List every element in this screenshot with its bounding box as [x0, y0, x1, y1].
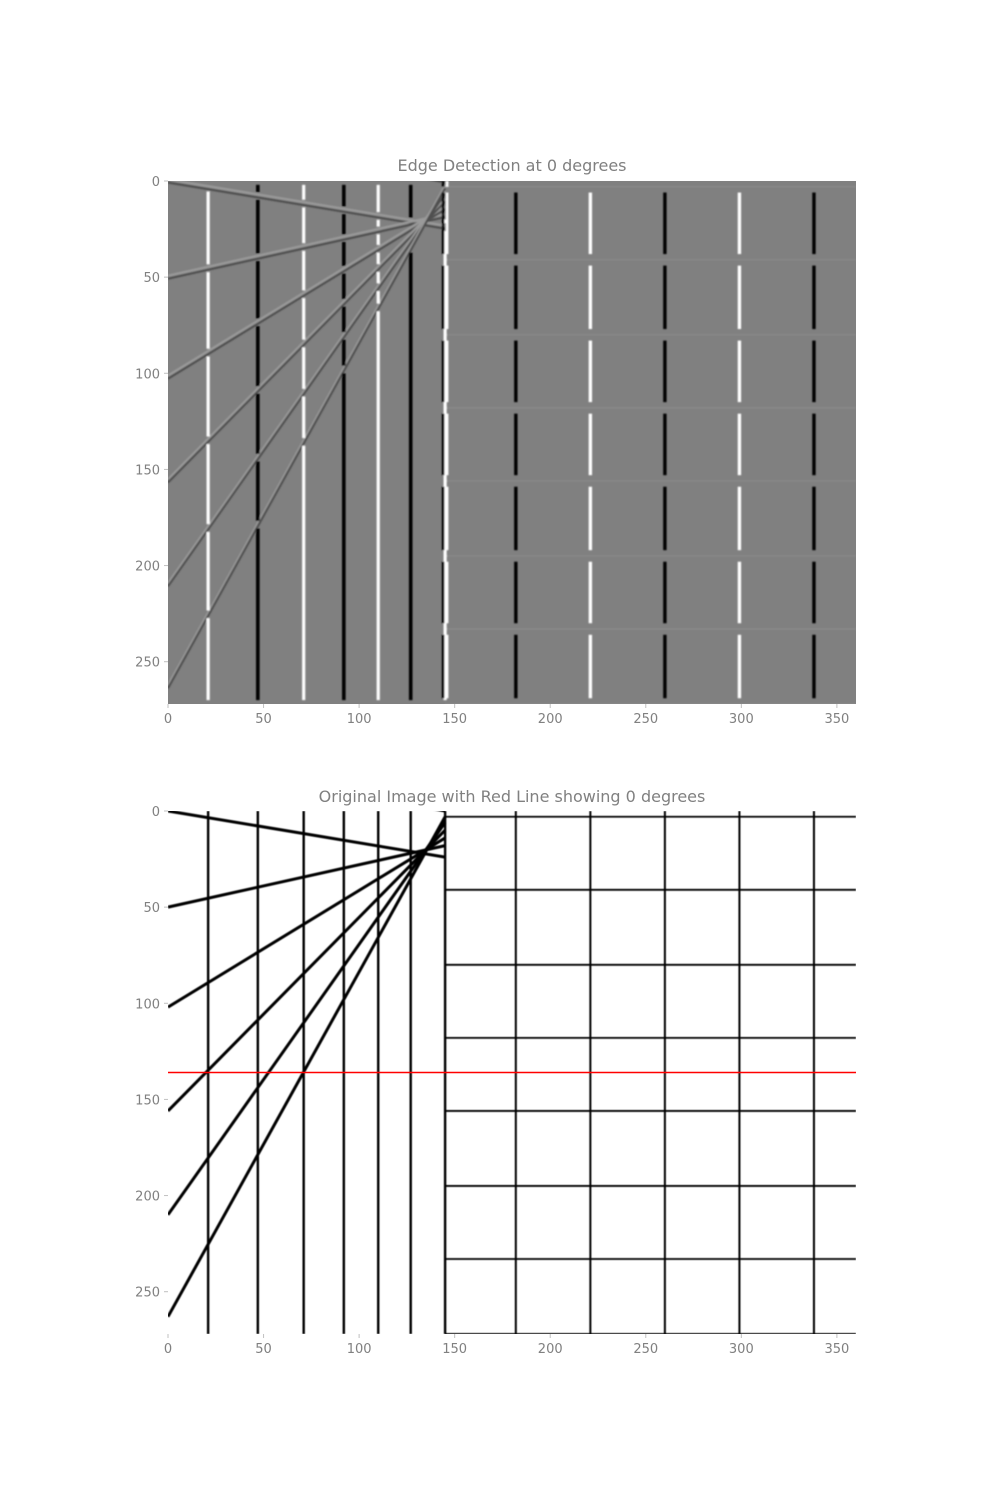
y-tick-label: 0: [152, 805, 160, 820]
x-tick-label: 0: [164, 712, 172, 727]
edge-slant-light: [168, 197, 446, 481]
x-tick-label: 250: [633, 712, 658, 727]
edge-slant-dark: [168, 216, 446, 280]
edge-detection-title: Edge Detection at 0 degrees: [398, 156, 627, 175]
x-tick-label: 200: [538, 712, 563, 727]
y-tick-label: 100: [135, 367, 160, 382]
grid-line-slanted: [168, 811, 446, 859]
x-tick-label: 100: [347, 1342, 372, 1357]
y-tick-label: 0: [152, 175, 160, 190]
x-tick-label: 350: [824, 712, 849, 727]
y-tick-label: 50: [143, 271, 160, 286]
y-tick-label: 200: [135, 560, 160, 575]
edge-image: [168, 181, 856, 704]
x-tick-label: 250: [633, 1342, 658, 1357]
grid-line-slanted: [168, 821, 447, 1216]
original-image-panel: Original Image with Red Line showing 0 d…: [135, 787, 856, 1357]
y-tick-label: 250: [135, 656, 160, 671]
edge-slant-light: [170, 181, 446, 227]
edge-slant-dark: [168, 181, 446, 230]
y-tick-label: 150: [135, 1093, 160, 1108]
x-tick-label: 100: [347, 712, 372, 727]
edge-slant-dark: [168, 187, 447, 689]
grid-line-slanted: [168, 816, 447, 1318]
x-tick-label: 200: [538, 1342, 563, 1357]
y-tick-label: 50: [143, 901, 160, 916]
grid-line-slanted: [168, 836, 446, 1009]
original-y-axis: 0 50 100 150 200 250: [135, 805, 168, 1301]
original-image: [168, 811, 856, 1334]
x-tick-label: 350: [824, 1342, 849, 1357]
original-x-axis: 0 50 100 150 200 250 300 350: [164, 1334, 849, 1357]
original-image-title: Original Image with Red Line showing 0 d…: [319, 787, 706, 806]
edge-slant-dark: [168, 200, 446, 484]
y-tick-label: 150: [135, 463, 160, 478]
y-tick-label: 200: [135, 1190, 160, 1205]
x-tick-label: 150: [442, 1342, 467, 1357]
edge-slant-light: [168, 184, 447, 686]
x-tick-label: 50: [255, 712, 272, 727]
edge-x-axis: 0 50 100 150 200 250 300 350: [164, 704, 849, 727]
x-tick-label: 150: [442, 712, 467, 727]
edge-slant-light: [168, 213, 446, 277]
x-tick-label: 300: [729, 1342, 754, 1357]
edge-slant-dark: [168, 208, 446, 380]
x-tick-label: 0: [164, 1342, 172, 1357]
grid-line-slanted: [168, 829, 447, 1113]
x-tick-label: 50: [255, 1342, 272, 1357]
y-tick-label: 250: [135, 1286, 160, 1301]
edge-detection-panel: Edge Detection at 0 degrees 0 50 100 150…: [135, 156, 856, 727]
edge-image-background: [168, 181, 856, 704]
grid-line-slanted: [168, 844, 446, 909]
y-tick-label: 100: [135, 997, 160, 1012]
edge-slant-light: [168, 190, 447, 584]
edge-slant-light: [168, 205, 446, 377]
edge-y-axis: 0 50 100 150 200 250: [135, 175, 168, 671]
edge-slant-dark: [168, 193, 447, 587]
x-tick-label: 300: [729, 712, 754, 727]
